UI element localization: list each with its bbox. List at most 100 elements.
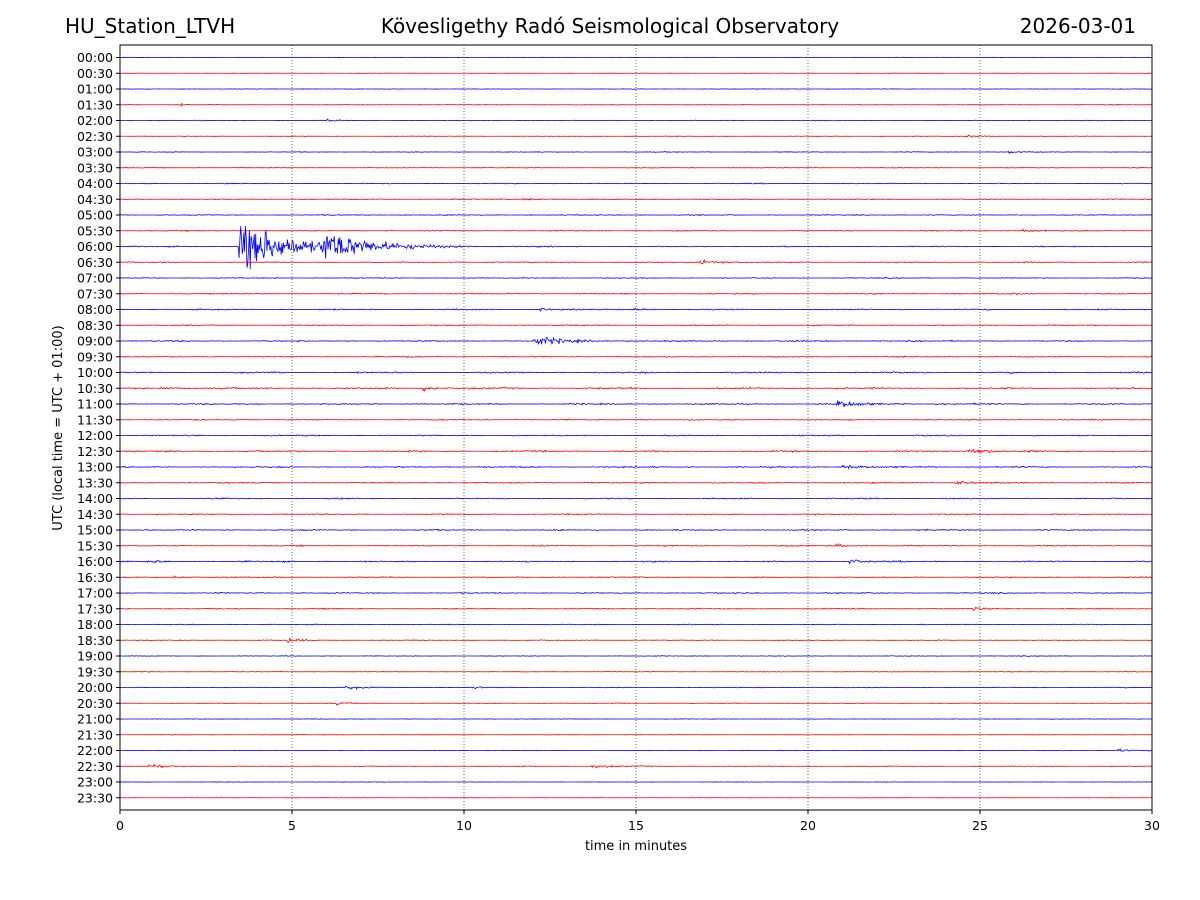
y-tick-label: 21:30: [77, 727, 113, 742]
trace-line: [119, 197, 1153, 201]
y-tick-label: 18:30: [77, 633, 113, 648]
y-tick-label: 07:00: [77, 271, 113, 286]
x-tick-label: 20: [800, 818, 816, 833]
trace-line: [119, 655, 1153, 657]
grid-lines: [291, 45, 981, 810]
x-tick-label: 30: [1144, 818, 1160, 833]
trace-line: [119, 418, 1153, 422]
seismic-traces: [119, 56, 1153, 799]
trace-line: [119, 434, 1153, 437]
trace-line: [119, 226, 1153, 270]
y-tick-label: 14:00: [77, 491, 113, 506]
y-tick-label: 21:00: [77, 712, 113, 727]
y-tick-label: 04:00: [77, 176, 113, 191]
x-tick-label: 0: [116, 818, 124, 833]
y-tick-label: 16:30: [77, 570, 113, 585]
trace-line: [119, 606, 1153, 612]
y-tick-label: 06:30: [77, 255, 113, 270]
y-tick-label: 00:00: [77, 50, 113, 65]
trace-line: [119, 56, 1153, 59]
y-tick-label: 15:00: [77, 523, 113, 538]
station-label: HU_Station_LTVH: [65, 14, 236, 38]
y-tick-label: 20:00: [77, 680, 113, 695]
trace-line: [119, 748, 1153, 752]
trace-line: [119, 685, 1153, 690]
trace-line: [119, 258, 1153, 265]
trace-line: [119, 150, 1153, 155]
y-tick-label: 15:30: [77, 538, 113, 553]
trace-line: [119, 72, 1153, 74]
y-tick-label: 16:00: [77, 554, 113, 569]
y-tick-label: 03:00: [77, 145, 113, 160]
y-tick-label: 17:00: [77, 586, 113, 601]
y-tick-label: 18:00: [77, 617, 113, 632]
y-tick-label: 19:30: [77, 664, 113, 679]
trace-line: [119, 324, 1153, 327]
trace-line: [120, 734, 1152, 736]
trace-line: [119, 480, 1153, 485]
y-tick-label: 11:00: [77, 397, 113, 412]
trace-line: [119, 166, 1153, 169]
trace-line: [119, 497, 1153, 500]
x-tick-label: 5: [288, 818, 296, 833]
trace-line: [119, 370, 1153, 375]
trace-line: [119, 591, 1153, 595]
y-tick-label: 01:00: [77, 82, 113, 97]
trace-line: [119, 781, 1153, 783]
y-tick-label: 01:30: [77, 97, 113, 112]
y-tick-label: 12:30: [77, 444, 113, 459]
y-tick-label: 20:30: [77, 696, 113, 711]
trace-line: [120, 718, 1153, 720]
x-tick-label: 25: [972, 818, 988, 833]
y-tick-label: 10:30: [77, 381, 113, 396]
trace-line: [119, 763, 1153, 769]
y-tick-label: 06:00: [77, 239, 113, 254]
trace-line: [119, 355, 1153, 359]
y-tick-label: 22:00: [77, 743, 113, 758]
trace-line: [119, 213, 1153, 217]
x-axis-label: time in minutes: [585, 839, 687, 854]
trace-line: [119, 670, 1153, 673]
trace-line: [119, 702, 1152, 706]
trace-line: [119, 228, 1153, 233]
x-tick-label: 10: [456, 818, 472, 833]
y-tick-label: 05:00: [77, 208, 113, 223]
y-tick-label: 10:00: [77, 365, 113, 380]
y-tick-label: 09:30: [77, 349, 113, 364]
y-tick-label: 02:00: [77, 113, 113, 128]
trace-line: [119, 559, 1153, 565]
x-tick-label: 15: [628, 818, 644, 833]
trace-line: [119, 623, 1152, 626]
trace-line: [119, 637, 1153, 644]
trace-line: [119, 182, 1153, 185]
y-tick-label: 00:30: [77, 66, 113, 81]
trace-line: [119, 118, 1153, 122]
y-tick-label: 05:30: [77, 223, 113, 238]
y-tick-label: 17:30: [77, 601, 113, 616]
y-tick-label: 03:30: [77, 160, 113, 175]
trace-line: [119, 88, 1153, 90]
y-tick-label: 04:30: [77, 192, 113, 207]
trace-line: [119, 336, 1153, 345]
y-tick-label: 07:30: [77, 286, 113, 301]
trace-line: [119, 575, 1153, 579]
trace-line: [119, 307, 1153, 312]
y-tick-label: 23:00: [77, 775, 113, 790]
y-tick-label: 19:00: [77, 649, 113, 664]
y-tick-label: 12:00: [77, 428, 113, 443]
y-tick-label: 22:30: [77, 759, 113, 774]
trace-line: [119, 386, 1153, 392]
y-tick-label: 11:30: [77, 412, 113, 427]
trace-line: [119, 400, 1153, 408]
x-axis-ticks: 0 5 10 15 20 25 30: [116, 810, 1160, 833]
trace-line: [119, 542, 1153, 548]
trace-line: [119, 276, 1153, 280]
trace-line: [119, 134, 1153, 138]
y-tick-label: 08:00: [77, 302, 113, 317]
trace-line: [119, 292, 1153, 296]
trace-line: [119, 102, 1153, 107]
y-tick-label: 09:00: [77, 334, 113, 349]
date-label: 2026-03-01: [1019, 14, 1136, 38]
y-tick-label: 08:30: [77, 318, 113, 333]
